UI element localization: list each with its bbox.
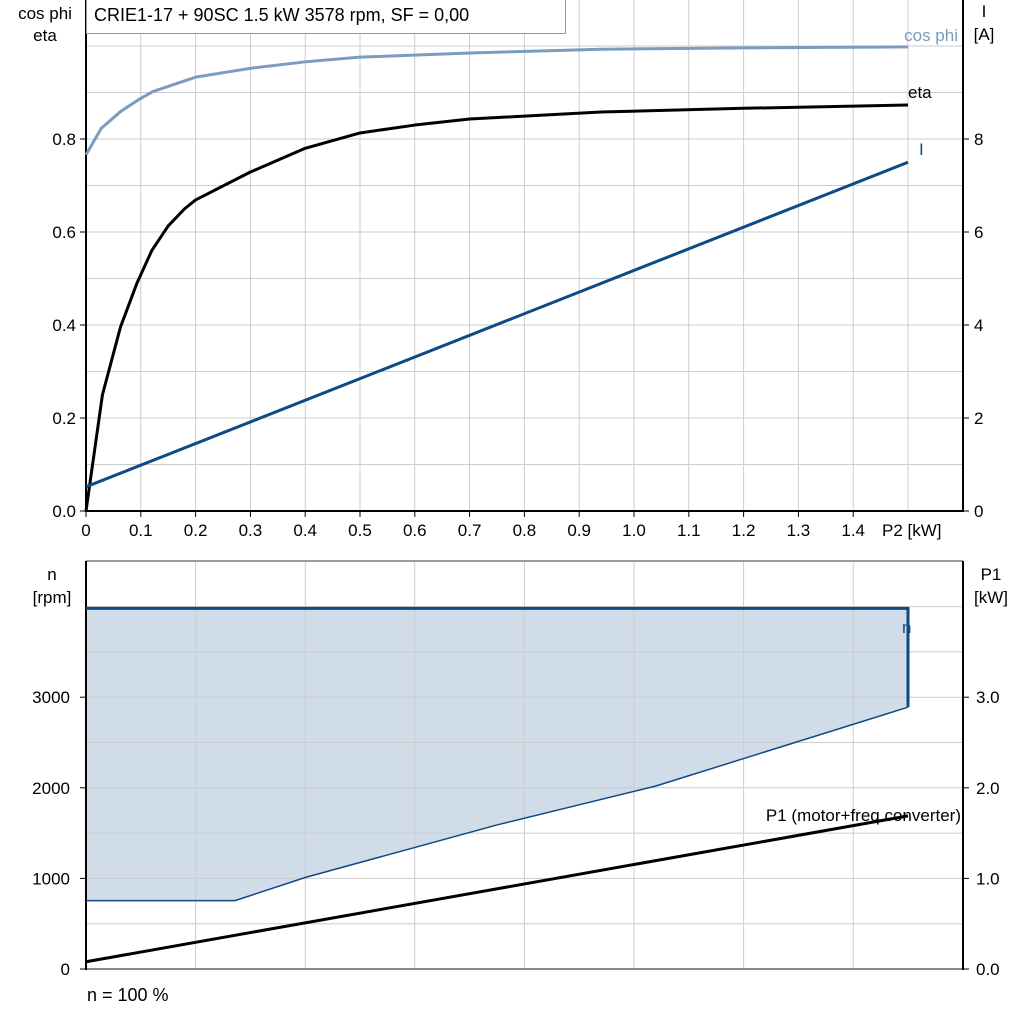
x-axis-label: P2 [kW]: [882, 521, 942, 540]
y-axis-label-left: cos phi: [18, 4, 72, 23]
speed-min-line: [86, 706, 909, 902]
x-tick-label: 1.2: [732, 521, 756, 540]
series-line-eta: [84, 103, 909, 512]
footer-note: n = 100 %: [87, 985, 169, 1005]
y-axis-label-right: I: [982, 2, 987, 21]
series-line-p1: [85, 814, 909, 964]
x-tick-label: 1.4: [841, 521, 865, 540]
y-tick-label-right: 2.0: [976, 779, 1000, 798]
x-tick-label: 0: [81, 521, 90, 540]
speed-range-area: [86, 608, 908, 901]
y-tick-label-right: 4: [974, 316, 983, 335]
x-tick-label: 0.8: [513, 521, 537, 540]
series-label-eta: eta: [908, 83, 932, 102]
x-tick-label: 0.3: [239, 521, 263, 540]
x-tick-label: 0.9: [567, 521, 591, 540]
y-tick-label-left: 3000: [32, 688, 70, 707]
y-tick-label-right: 3.0: [976, 688, 1000, 707]
series-label-n: n: [902, 618, 911, 637]
x-tick-label: 0.7: [458, 521, 482, 540]
y-tick-label-right: 0: [974, 502, 983, 521]
y-axis-label-left: [rpm]: [33, 588, 72, 607]
y-tick-label-left: 0.2: [52, 409, 76, 428]
series-line-i: [85, 160, 909, 489]
y-tick-label-left: 0: [61, 960, 70, 979]
series-line-cos-phi: [84, 45, 909, 156]
series-label-i: I: [919, 140, 924, 159]
y-axis-label-left: eta: [33, 26, 57, 45]
y-tick-label-left: 0.0: [52, 502, 76, 521]
y-tick-label-right: 0.0: [976, 960, 1000, 979]
title-box: CRIE1-17 + 90SC 1.5 kW 3578 rpm, SF = 0,…: [86, 0, 566, 34]
x-tick-label: 0.1: [129, 521, 153, 540]
x-tick-label: 0.4: [293, 521, 317, 540]
y-tick-label-right: 1.0: [976, 869, 1000, 888]
x-tick-label: 1.1: [677, 521, 701, 540]
x-tick-label: 1.3: [787, 521, 811, 540]
speed-max-line: [86, 606, 910, 708]
y-tick-label-left: 0.4: [52, 316, 76, 335]
y-axis-label-right: P1: [981, 565, 1002, 584]
y-tick-label-left: 0.6: [52, 223, 76, 242]
y-tick-label-left: 0.8: [52, 130, 76, 149]
y-axis-label-left: n: [47, 565, 56, 584]
x-tick-label: 1.0: [622, 521, 646, 540]
y-tick-label-left: 1000: [32, 869, 70, 888]
y-axis-label-right: [kW]: [974, 588, 1008, 607]
chart-title: CRIE1-17 + 90SC 1.5 kW 3578 rpm, SF = 0,…: [94, 5, 470, 25]
y-tick-label-left: 2000: [32, 779, 70, 798]
series-label-cos-phi: cos phi: [904, 26, 958, 45]
y-tick-label-right: 8: [974, 130, 983, 149]
y-tick-label-right: 2: [974, 409, 983, 428]
x-tick-label: 0.6: [403, 521, 427, 540]
x-tick-label: 0.5: [348, 521, 372, 540]
y-axis-label-right: [A]: [974, 25, 995, 44]
series-label-p1: P1 (motor+freq.converter): [766, 806, 961, 825]
x-tick-label: 0.2: [184, 521, 208, 540]
y-tick-label-right: 6: [974, 223, 983, 242]
